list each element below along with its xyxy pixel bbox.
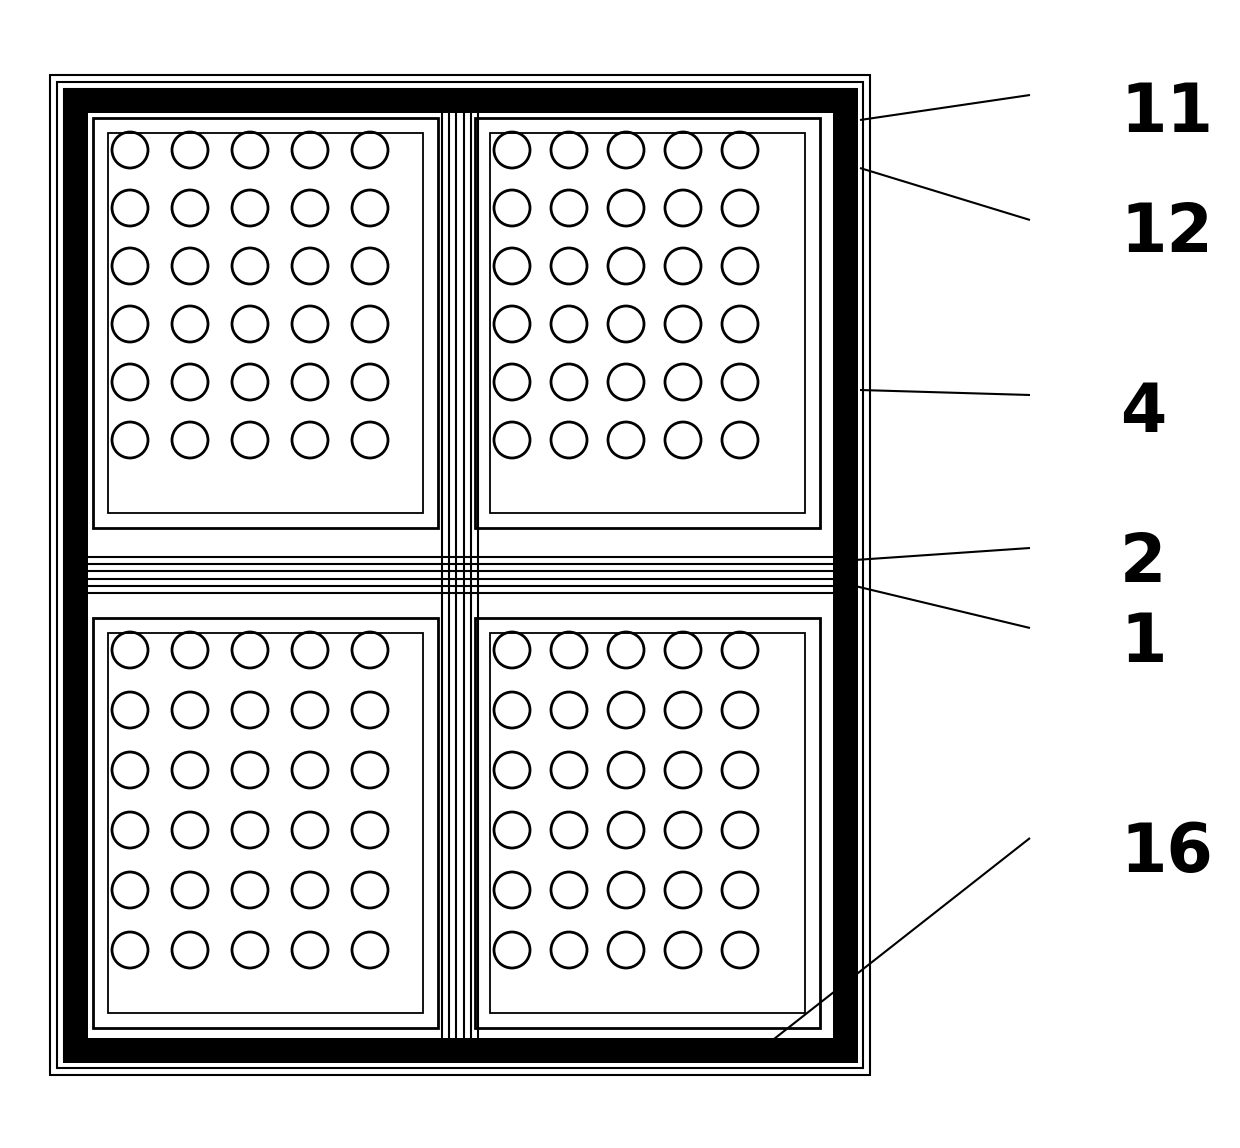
Text: 16: 16 [1120, 820, 1213, 886]
Bar [490, 133, 805, 513]
Text: 1: 1 [1120, 610, 1167, 676]
Bar [93, 618, 438, 1027]
Text: 4: 4 [1120, 380, 1167, 447]
Bar [64, 90, 856, 1061]
Text: 2: 2 [1120, 530, 1167, 596]
Bar [490, 633, 805, 1013]
Bar [57, 82, 863, 1068]
Bar [93, 118, 438, 528]
Bar [108, 633, 423, 1013]
Bar [71, 96, 849, 1054]
Bar [475, 618, 820, 1027]
Text: 11: 11 [1120, 80, 1213, 146]
Bar [50, 75, 870, 1075]
Bar [475, 118, 820, 528]
Text: 12: 12 [1120, 200, 1213, 266]
Bar [74, 100, 844, 1050]
Bar [108, 133, 423, 513]
